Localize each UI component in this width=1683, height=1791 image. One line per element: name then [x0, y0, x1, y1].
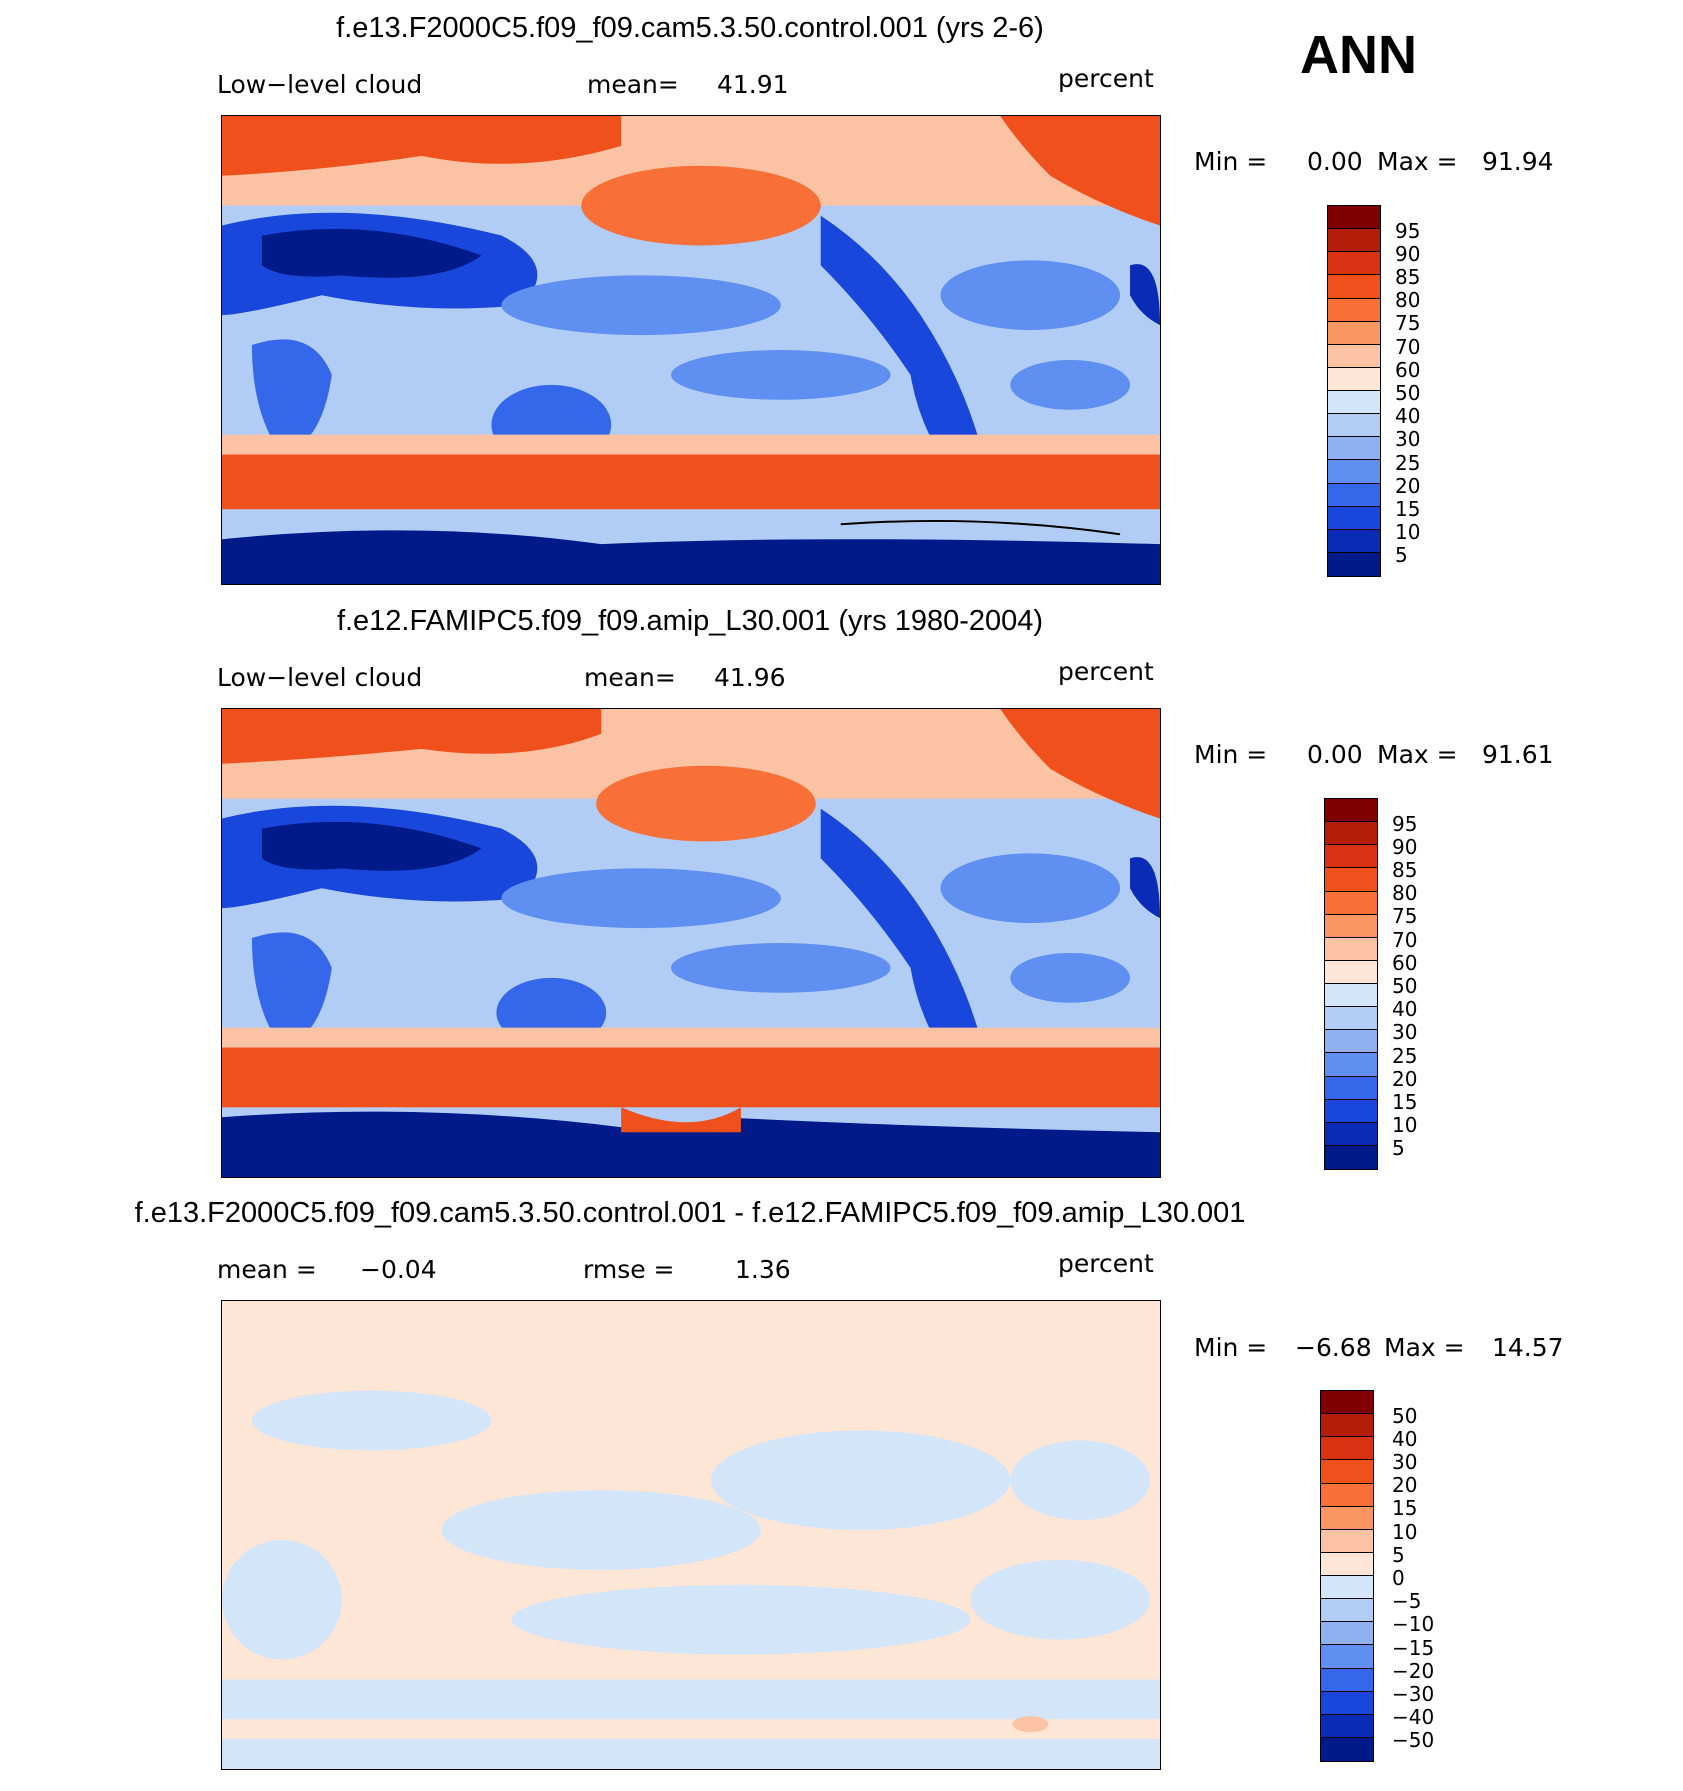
panel-3-map-field — [222, 1301, 1160, 1769]
panel-3-title: f.e13.F2000C5.f09_f09.cam5.3.50.control.… — [134, 1197, 1246, 1229]
colorbar-tick: 5 — [1392, 1136, 1405, 1160]
colorbar-tick: −40 — [1392, 1705, 1435, 1729]
panel-3-colorbar — [1320, 1390, 1374, 1762]
panel-1-mean-label: mean= — [587, 70, 679, 99]
panel-3-mean-label: mean = — [217, 1255, 317, 1284]
colorbar-tick: 30 — [1395, 427, 1421, 451]
colorbar-tick: 90 — [1392, 835, 1418, 859]
panel-2-max-value: 91.61 — [1482, 740, 1554, 769]
colorbar-tick: 85 — [1392, 858, 1418, 882]
panel-1-max-label: Max = — [1377, 147, 1458, 176]
panel-2-mean-value: 41.96 — [714, 663, 786, 692]
colorbar-tick: 50 — [1392, 974, 1418, 998]
panel-1-min-label: Min = — [1194, 147, 1268, 176]
colorbar-tick: 80 — [1392, 881, 1418, 905]
colorbar-tick: 40 — [1392, 997, 1418, 1021]
colorbar-tick: 50 — [1392, 1404, 1418, 1428]
colorbar-tick: 90 — [1395, 242, 1421, 266]
colorbar-tick: 40 — [1392, 1427, 1418, 1451]
panel-2-units: percent — [1058, 657, 1154, 686]
colorbar-tick: 20 — [1392, 1067, 1418, 1091]
colorbar-tick: 20 — [1395, 474, 1421, 498]
panel-1-max-value: 91.94 — [1482, 147, 1554, 176]
season-label: ANN — [1300, 25, 1417, 85]
colorbar-tick: 5 — [1395, 543, 1408, 567]
colorbar-tick: 70 — [1395, 335, 1421, 359]
panel-1-variable-label: Low−level cloud — [217, 70, 423, 99]
colorbar-tick: 10 — [1392, 1520, 1418, 1544]
panel-3-max-label: Max = — [1384, 1333, 1465, 1362]
panel-1-colorbar-ticks: 95 90 85 80 75 70 60 50 40 30 25 20 15 1… — [1395, 205, 1455, 577]
colorbar-tick: 10 — [1392, 1113, 1418, 1137]
panel-3-rmse-label: rmse = — [583, 1255, 675, 1284]
colorbar-tick: 95 — [1392, 812, 1418, 836]
colorbar-tick: −15 — [1392, 1636, 1435, 1660]
panel-1-map — [221, 115, 1161, 585]
colorbar-tick: 60 — [1395, 358, 1421, 382]
colorbar-tick: 75 — [1395, 311, 1421, 335]
colorbar-tick: 25 — [1392, 1044, 1418, 1068]
panel-1-min-value: 0.00 — [1307, 147, 1363, 176]
panel-2-map — [221, 708, 1161, 1178]
colorbar-tick: 85 — [1395, 265, 1421, 289]
panel-2-max-label: Max = — [1377, 740, 1458, 769]
colorbar-tick: 75 — [1392, 904, 1418, 928]
panel-2-mean-label: mean= — [584, 663, 676, 692]
colorbar-tick: 10 — [1395, 520, 1421, 544]
colorbar-tick: 60 — [1392, 951, 1418, 975]
colorbar-tick: 0 — [1392, 1566, 1405, 1590]
panel-3-map — [221, 1300, 1161, 1770]
colorbar-tick: −30 — [1392, 1682, 1435, 1706]
panel-2-min-label: Min = — [1194, 740, 1268, 769]
panel-1-colorbar — [1327, 205, 1381, 577]
panel-2-colorbar — [1324, 798, 1378, 1170]
colorbar-tick: 20 — [1392, 1473, 1418, 1497]
colorbar-tick: 70 — [1392, 928, 1418, 952]
colorbar-tick: −50 — [1392, 1728, 1435, 1752]
panel-1-mean-value: 41.91 — [717, 70, 789, 99]
colorbar-tick: −10 — [1392, 1612, 1435, 1636]
colorbar-tick: 15 — [1392, 1496, 1418, 1520]
colorbar-tick: −20 — [1392, 1659, 1435, 1683]
panel-2-title: f.e12.FAMIPC5.f09_f09.amip_L30.001 (yrs … — [336, 605, 1044, 637]
colorbar-tick: 40 — [1395, 404, 1421, 428]
panel-3-units: percent — [1058, 1249, 1154, 1278]
colorbar-tick: 15 — [1395, 497, 1421, 521]
panel-1-map-field — [222, 116, 1160, 584]
panel-3-colorbar-ticks: 50 40 30 20 15 10 5 0 −5 −10 −15 −20 −30… — [1392, 1390, 1462, 1762]
colorbar-tick: 50 — [1395, 381, 1421, 405]
colorbar-tick: 95 — [1395, 219, 1421, 243]
panel-2-variable-label: Low−level cloud — [217, 663, 423, 692]
panel-3-mean-value: −0.04 — [360, 1255, 437, 1284]
colorbar-tick: 5 — [1392, 1543, 1405, 1567]
panel-1-units: percent — [1058, 64, 1154, 93]
panel-1-title: f.e13.F2000C5.f09_f09.cam5.3.50.control.… — [336, 12, 1044, 44]
panel-2-colorbar-ticks: 95 90 85 80 75 70 60 50 40 30 25 20 15 1… — [1392, 798, 1452, 1170]
colorbar-tick: 30 — [1392, 1450, 1418, 1474]
panel-3-rmse-value: 1.36 — [735, 1255, 791, 1284]
panel-2-min-value: 0.00 — [1307, 740, 1363, 769]
panel-2-map-field — [222, 709, 1160, 1177]
panel-3-min-value: −6.68 — [1295, 1333, 1372, 1362]
panel-3-min-label: Min = — [1194, 1333, 1268, 1362]
colorbar-tick: 25 — [1395, 451, 1421, 475]
colorbar-tick: −5 — [1392, 1589, 1422, 1613]
colorbar-tick: 15 — [1392, 1090, 1418, 1114]
colorbar-tick: 80 — [1395, 288, 1421, 312]
panel-3-max-value: 14.57 — [1492, 1333, 1564, 1362]
colorbar-tick: 30 — [1392, 1020, 1418, 1044]
